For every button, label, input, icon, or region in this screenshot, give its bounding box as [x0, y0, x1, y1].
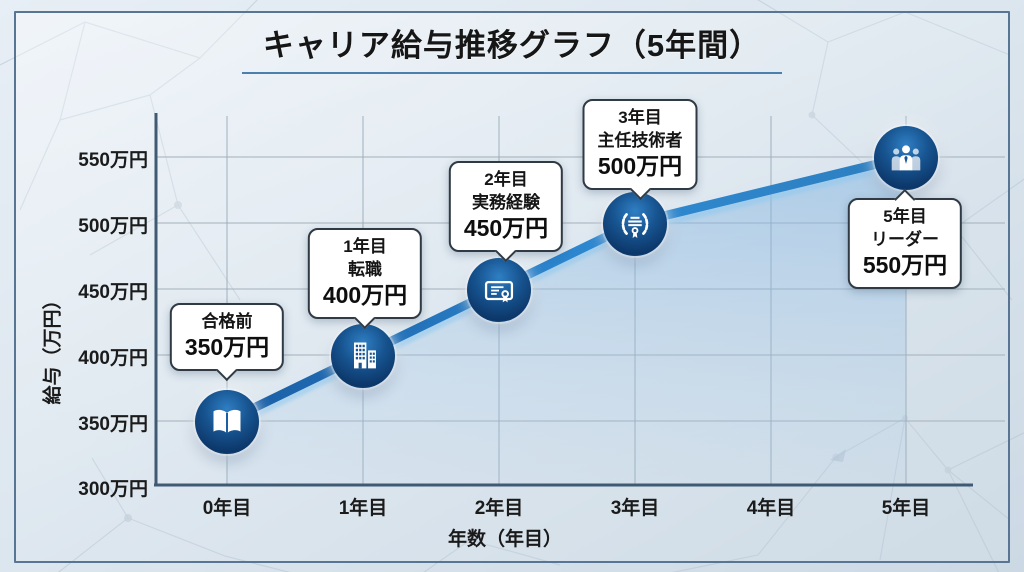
callout-year2: 2年目 実務経験 450万円 [448, 161, 564, 252]
title-block: キャリア給与推移グラフ（5年間） [0, 20, 1024, 74]
callout-line: 合格前 [201, 312, 253, 331]
x-tick-year1: 1年目 [338, 498, 388, 519]
callout-year5: 5年目 リーダー 550万円 [847, 198, 963, 289]
milestone-marker-year1 [331, 324, 395, 388]
callout-line: 転職 [348, 260, 382, 279]
callout-line: 実務経験 [472, 193, 540, 212]
callout-year0: 合格前 350万円 [169, 303, 285, 371]
callout-value: 550万円 [862, 252, 948, 278]
x-tick-year4: 4年目 [746, 498, 796, 519]
title-underline [242, 72, 782, 74]
y-tick-550: 550万円 [78, 150, 148, 171]
x-tick-year3: 3年目 [610, 498, 660, 519]
y-axis-title: 給与（万円） [42, 290, 64, 405]
milestone-marker-year3 [603, 192, 667, 256]
callout-value: 350万円 [184, 334, 270, 360]
milestone-marker-year0 [195, 390, 259, 454]
y-tick-300: 300万円 [78, 479, 148, 500]
team-icon [891, 145, 921, 171]
x-tick-year5: 5年目 [881, 498, 931, 519]
milestone-marker-year2 [467, 258, 531, 322]
callout-line: 5年目 [883, 207, 927, 226]
y-tick-450: 450万円 [78, 282, 148, 303]
certificate-icon [484, 281, 514, 303]
salary-area [227, 157, 906, 484]
callout-line: リーダー [871, 230, 939, 249]
x-axis-title: 年数（年目） [447, 529, 563, 550]
award-wreath-icon [621, 213, 649, 238]
callout-value: 400万円 [322, 282, 408, 308]
callout-line: 主任技術者 [597, 131, 683, 150]
open-book-icon [213, 409, 241, 434]
page-title: キャリア給与推移グラフ（5年間） [262, 28, 762, 63]
y-tick-400: 400万円 [78, 348, 148, 369]
callout-year1: 1年目 転職 400万円 [307, 228, 423, 319]
x-tick-year2: 2年目 [474, 498, 524, 519]
callout-line: 1年目 [343, 237, 387, 256]
milestone-marker-year5 [874, 126, 938, 190]
y-tick-500: 500万円 [78, 216, 148, 237]
callout-line: 3年目 [618, 108, 662, 127]
callout-value: 450万円 [463, 215, 549, 241]
y-tick-350: 350万円 [78, 414, 148, 435]
callout-line: 2年目 [484, 170, 528, 189]
callout-value: 500万円 [597, 153, 683, 179]
office-building-icon [354, 342, 376, 369]
x-tick-year0: 0年目 [202, 498, 252, 519]
callout-year3: 3年目 主任技術者 500万円 [582, 99, 698, 190]
